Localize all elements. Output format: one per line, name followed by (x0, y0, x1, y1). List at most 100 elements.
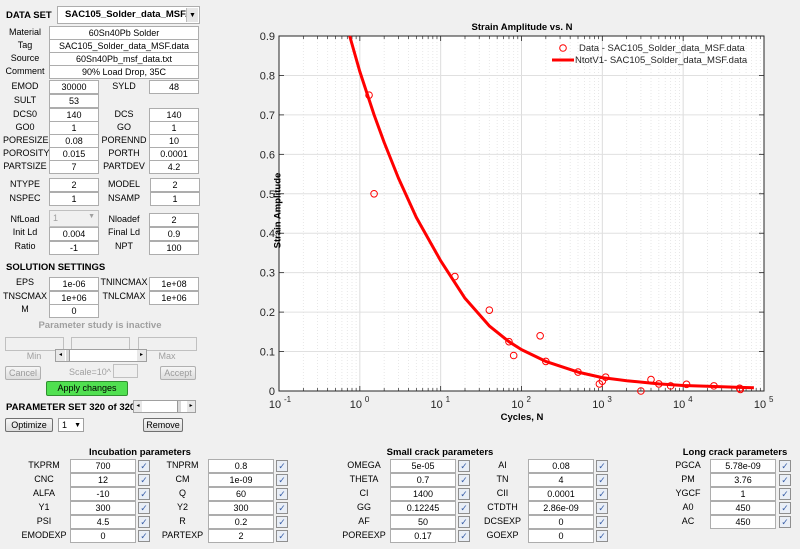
param-field[interactable]: 3.76 (710, 473, 776, 487)
param-slider[interactable]: ◂ ▸ (55, 349, 147, 362)
ntype-field[interactable]: 2 (49, 178, 99, 192)
param-checkbox[interactable]: ✓ (596, 460, 608, 472)
model-field[interactable]: 2 (150, 178, 200, 192)
param-checkbox[interactable]: ✓ (138, 488, 150, 500)
param-checkbox[interactable]: ✓ (458, 516, 470, 528)
param-checkbox[interactable]: ✓ (779, 474, 791, 486)
param-field[interactable]: 12 (70, 473, 136, 487)
param-checkbox[interactable]: ✓ (276, 488, 288, 500)
param-label: Y2 (176, 502, 188, 512)
param-label: AC (681, 516, 695, 526)
param-checkbox[interactable]: ✓ (779, 488, 791, 500)
param-checkbox[interactable]: ✓ (458, 460, 470, 472)
sult-field[interactable]: 53 (49, 94, 99, 108)
param-checkbox[interactable]: ✓ (596, 530, 608, 542)
partdev-field[interactable]: 4.2 (149, 160, 199, 174)
param-field[interactable]: 60 (208, 487, 274, 501)
param-checkbox[interactable]: ✓ (276, 502, 288, 514)
param-field[interactable]: 450 (710, 501, 776, 515)
param-checkbox[interactable]: ✓ (276, 530, 288, 542)
param-checkbox[interactable]: ✓ (138, 516, 150, 528)
param-checkbox[interactable]: ✓ (458, 502, 470, 514)
scroll-right-icon[interactable]: ▸ (187, 401, 195, 412)
param-field[interactable]: -10 (70, 487, 136, 501)
param-checkbox[interactable]: ✓ (596, 516, 608, 528)
comment-field[interactable]: 90% Load Drop, 35C (49, 65, 199, 79)
npt-field[interactable]: 100 (149, 241, 199, 255)
param-field[interactable]: 0.7 (390, 473, 456, 487)
nfload-dropdown[interactable]: 1 ▼ (49, 210, 99, 227)
param-field[interactable]: 300 (208, 501, 274, 515)
scale-field[interactable] (113, 364, 138, 378)
param-checkbox[interactable]: ✓ (138, 474, 150, 486)
param-field[interactable]: 0.2 (208, 515, 274, 529)
param-field[interactable]: 0 (528, 529, 594, 543)
nsamp-field[interactable]: 1 (150, 192, 200, 206)
param-field[interactable]: 1e-09 (208, 473, 274, 487)
param-field[interactable]: 300 (70, 501, 136, 515)
param-field[interactable]: 2 (208, 529, 274, 543)
syld-field[interactable]: 48 (149, 80, 199, 94)
tnlcmax-field[interactable]: 1e+06 (149, 291, 199, 305)
param-field[interactable]: 450 (710, 515, 776, 529)
strain-vs-cycles-plot[interactable]: 00.10.20.30.40.50.60.70.80.910 -1 10 0 10 1 10… (0, 0, 800, 440)
nloadef-field[interactable]: 2 (149, 213, 199, 227)
param-field[interactable]: 0.0001 (528, 487, 594, 501)
param-field[interactable]: 4.5 (70, 515, 136, 529)
optimize-button[interactable]: Optimize (5, 418, 53, 432)
accept-button[interactable]: Accept (160, 366, 196, 380)
ratio-field[interactable]: -1 (49, 241, 99, 255)
param-checkbox[interactable]: ✓ (779, 502, 791, 514)
param-max-field[interactable] (138, 337, 197, 351)
nspec-field[interactable]: 1 (49, 192, 99, 206)
eps-field[interactable]: 1e-06 (49, 277, 99, 291)
param-field[interactable]: 4 (528, 473, 594, 487)
param-field[interactable]: 5e-05 (390, 459, 456, 473)
param-field[interactable]: 50 (390, 515, 456, 529)
emod-field[interactable]: 30000 (49, 80, 99, 94)
param-checkbox[interactable]: ✓ (596, 502, 608, 514)
param-label: ALFA (32, 488, 55, 498)
param-field[interactable]: 1 (710, 487, 776, 501)
param-checkbox[interactable]: ✓ (458, 530, 470, 542)
apply-changes-button[interactable]: Apply changes (46, 381, 128, 396)
param-checkbox[interactable]: ✓ (276, 460, 288, 472)
param-field[interactable]: 700 (70, 459, 136, 473)
slider-thumb[interactable] (177, 401, 181, 412)
param-min-field[interactable] (5, 337, 64, 351)
dataset-dropdown[interactable]: SAC105_Solder_data_MSF.... ▼ (57, 6, 200, 24)
scroll-right-icon[interactable]: ▸ (137, 350, 146, 361)
partsize-field[interactable]: 7 (49, 160, 99, 174)
initld-field[interactable]: 0.004 (49, 227, 99, 241)
parameter-set-scrollbar[interactable]: ◂ ▸ (133, 400, 196, 413)
param-field[interactable]: 0.8 (208, 459, 274, 473)
param-field[interactable]: 2.86e-09 (528, 501, 594, 515)
param-field[interactable]: 5.78e-09 (710, 459, 776, 473)
param-checkbox[interactable]: ✓ (276, 516, 288, 528)
param-checkbox[interactable]: ✓ (138, 530, 150, 542)
param-field[interactable]: 0.17 (390, 529, 456, 543)
param-field[interactable]: 0 (528, 515, 594, 529)
param-checkbox[interactable]: ✓ (779, 460, 791, 472)
param-checkbox[interactable]: ✓ (596, 488, 608, 500)
scroll-left-icon[interactable]: ◂ (134, 401, 142, 412)
param-checkbox[interactable]: ✓ (276, 474, 288, 486)
scroll-left-icon[interactable]: ◂ (56, 350, 65, 361)
param-field[interactable]: 1400 (390, 487, 456, 501)
param-field[interactable]: 0.08 (528, 459, 594, 473)
param-checkbox[interactable]: ✓ (138, 502, 150, 514)
param-checkbox[interactable]: ✓ (138, 460, 150, 472)
param-checkbox[interactable]: ✓ (596, 474, 608, 486)
param-checkbox[interactable]: ✓ (458, 474, 470, 486)
remove-button[interactable]: Remove (143, 418, 183, 432)
cancel-button[interactable]: Cancel (5, 366, 41, 380)
param-checkbox[interactable]: ✓ (779, 516, 791, 528)
slider-thumb[interactable] (66, 350, 70, 361)
param-field[interactable]: 0 (70, 529, 136, 543)
param-checkbox[interactable]: ✓ (458, 488, 470, 500)
optimize-select[interactable]: 1 ▼ (58, 418, 84, 432)
param-field[interactable]: 0.12245 (390, 501, 456, 515)
tnincmax-field[interactable]: 1e+08 (149, 277, 199, 291)
m-field[interactable]: 0 (49, 304, 99, 318)
finalld-field[interactable]: 0.9 (149, 227, 199, 241)
